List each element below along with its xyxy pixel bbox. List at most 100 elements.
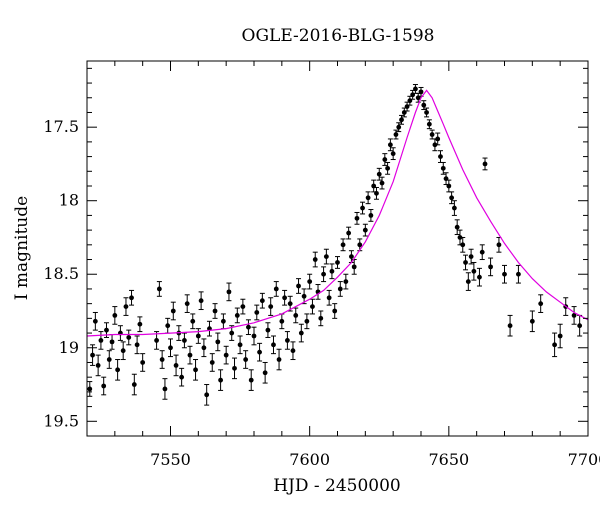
data-point	[376, 167, 382, 181]
point-marker	[112, 313, 118, 318]
point-marker	[463, 260, 468, 265]
point-marker	[234, 313, 240, 318]
data-point	[184, 294, 190, 313]
point-marker	[298, 330, 304, 336]
data-point	[212, 303, 218, 319]
point-marker	[170, 308, 176, 314]
point-marker	[243, 357, 249, 362]
point-marker	[382, 157, 388, 162]
data-point	[321, 266, 327, 283]
point-marker	[301, 293, 307, 299]
data-point	[529, 310, 535, 333]
plot-area	[86, 84, 589, 406]
data-point	[92, 311, 98, 331]
data-point	[229, 325, 235, 341]
point-marker	[109, 339, 115, 345]
data-point	[502, 264, 507, 284]
data-point	[571, 306, 577, 325]
data-point	[201, 338, 207, 358]
data-point	[179, 367, 185, 387]
point-marker	[424, 110, 429, 115]
point-marker	[557, 333, 563, 339]
data-point	[351, 259, 357, 275]
data-point	[232, 357, 238, 380]
point-marker	[287, 301, 293, 307]
point-marker	[329, 268, 335, 274]
point-marker	[190, 318, 196, 324]
point-marker	[92, 318, 98, 324]
point-marker	[354, 215, 360, 221]
point-marker	[465, 279, 471, 284]
point-marker	[413, 86, 418, 92]
point-marker	[529, 318, 535, 324]
data-point	[354, 211, 360, 225]
data-point	[382, 153, 388, 166]
point-marker	[182, 338, 187, 343]
point-marker	[399, 117, 404, 123]
data-point	[437, 150, 443, 163]
point-marker	[293, 313, 299, 318]
point-marker	[95, 363, 101, 368]
point-marker	[223, 352, 229, 358]
point-marker	[318, 315, 324, 321]
data-point	[488, 257, 494, 277]
y-tick-label: 19	[59, 338, 79, 357]
point-marker	[376, 171, 382, 177]
data-point	[154, 331, 160, 350]
point-marker	[310, 304, 315, 309]
data-point	[348, 250, 354, 263]
data-point	[426, 119, 432, 130]
point-marker	[290, 348, 296, 354]
data-point	[126, 329, 132, 346]
point-marker	[335, 260, 340, 265]
data-point	[399, 114, 405, 125]
data-point	[293, 307, 299, 324]
point-marker	[332, 308, 338, 314]
point-marker	[154, 338, 159, 343]
data-point	[393, 129, 399, 140]
axes: 7550 7600 7650 7700 17.5 18 18.5 19 19.5	[43, 61, 600, 469]
point-marker	[396, 124, 402, 130]
point-marker	[126, 335, 132, 340]
data-point	[304, 313, 310, 330]
point-marker	[426, 121, 432, 127]
data-point	[117, 325, 123, 341]
data-point	[290, 341, 296, 361]
point-marker	[184, 301, 190, 307]
data-point	[156, 281, 162, 297]
data-point	[140, 353, 146, 372]
data-point	[198, 291, 204, 311]
data-point	[220, 313, 226, 330]
point-marker	[479, 249, 485, 255]
data-point	[309, 298, 315, 315]
point-marker	[226, 289, 232, 295]
point-marker	[187, 352, 193, 358]
data-point	[449, 191, 455, 205]
point-marker	[357, 242, 363, 248]
data-point	[106, 350, 112, 369]
data-point	[463, 254, 469, 271]
point-marker	[321, 271, 326, 277]
data-point	[115, 359, 121, 381]
data-point	[368, 209, 374, 222]
data-point	[226, 282, 232, 302]
data-point	[284, 331, 290, 350]
y-tick-label: 19.5	[43, 411, 79, 430]
data-point	[254, 304, 260, 321]
data-point	[298, 323, 304, 343]
data-point	[265, 322, 271, 338]
point-marker	[457, 235, 463, 240]
point-marker	[385, 165, 390, 171]
point-marker	[254, 310, 260, 315]
plot-frame	[86, 60, 589, 437]
data-point	[326, 289, 332, 306]
point-marker	[435, 136, 441, 142]
data-point	[276, 348, 282, 371]
data-point	[387, 138, 393, 152]
point-marker	[240, 304, 246, 309]
point-marker	[198, 298, 204, 304]
data-point	[204, 384, 210, 406]
point-marker	[390, 151, 396, 157]
point-marker	[452, 205, 457, 211]
data-point	[323, 248, 329, 265]
